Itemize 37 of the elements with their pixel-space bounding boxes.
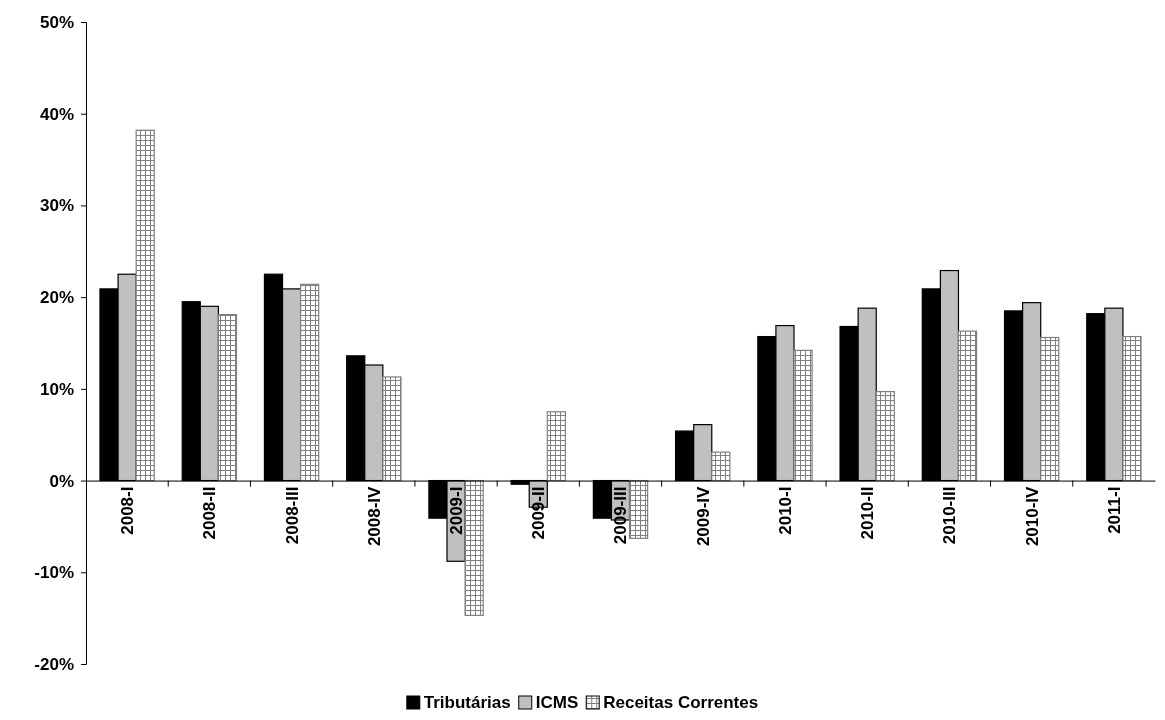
bar	[217, 313, 238, 482]
y-tick-label: 50%	[39, 12, 74, 32]
x-tick-label: 2008-I	[118, 486, 138, 535]
legend-label: Tributárias	[423, 693, 511, 712]
x-tick-label: 2009-III	[611, 486, 631, 545]
bar	[1122, 335, 1142, 482]
y-tick-label: -10%	[34, 563, 74, 583]
x-tick-label: 2011-I	[1104, 486, 1124, 534]
bar	[711, 451, 731, 482]
bar	[546, 411, 567, 482]
y-tick-label: -20%	[34, 654, 74, 674]
bar	[1040, 336, 1060, 482]
bar	[382, 376, 402, 482]
legend-label: Receitas Correntes	[603, 693, 759, 712]
bar	[793, 349, 813, 482]
x-tick-label: 2010-I	[775, 486, 795, 535]
x-tick-label: 2009-II	[529, 486, 549, 540]
bar	[300, 283, 320, 482]
bar	[628, 479, 649, 539]
bar	[464, 479, 484, 616]
y-tick-label: 20%	[39, 288, 74, 308]
y-tick-label: 30%	[39, 196, 74, 216]
x-tick-label: 2009-IV	[693, 485, 713, 547]
y-tick-label: 40%	[39, 104, 74, 124]
y-tick-label: 0%	[49, 471, 74, 491]
legend-label: ICMS	[535, 693, 579, 712]
bar	[875, 391, 895, 482]
x-tick-label: 2010-II	[858, 486, 878, 540]
x-tick-label: 2010-IV	[1022, 485, 1042, 547]
y-tick-label: 10%	[39, 379, 74, 399]
x-tick-label: 2008-IV	[364, 485, 384, 547]
x-tick-label: 2009-I	[446, 486, 466, 535]
x-tick-label: 2008-II	[200, 486, 220, 540]
x-tick-label: 2008-III	[282, 486, 302, 545]
bar	[957, 330, 978, 482]
bar	[135, 129, 155, 482]
x-tick-label: 2010-III	[940, 486, 960, 545]
